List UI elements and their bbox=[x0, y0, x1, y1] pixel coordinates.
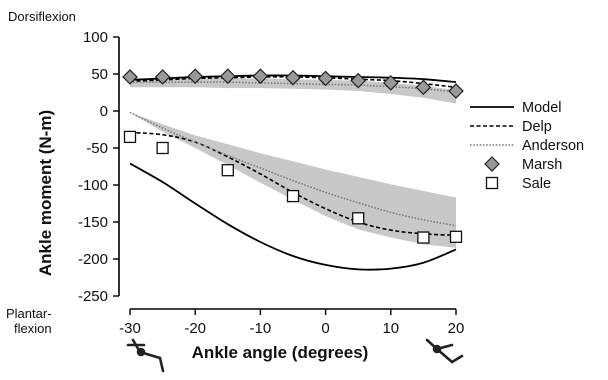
series-line-model bbox=[129, 162, 457, 271]
y-tick-label: 0 bbox=[100, 103, 108, 120]
dorsiflexion-curve-dotted bbox=[129, 81, 457, 93]
foot-dorsiflexed-icon bbox=[425, 338, 464, 364]
marsh-point bbox=[317, 70, 334, 87]
sale-point bbox=[156, 141, 169, 155]
legend-entry-marsh: Marsh bbox=[484, 156, 562, 173]
x-tick-label: -30 bbox=[119, 320, 141, 337]
sale-point bbox=[286, 189, 300, 203]
marsh-point bbox=[382, 75, 399, 91]
legend-label: Sale bbox=[522, 176, 551, 192]
x-tick-label: -10 bbox=[250, 320, 272, 337]
dorsiflexion-annotation: Dorsiflexion bbox=[8, 9, 76, 24]
marsh-point bbox=[252, 68, 269, 85]
sale-point bbox=[417, 231, 430, 244]
marsh-point bbox=[415, 79, 432, 96]
marsh-point bbox=[448, 83, 464, 99]
x-tick-label: 20 bbox=[448, 320, 465, 337]
legend-label: Anderson bbox=[522, 138, 584, 154]
legend-entry-delp: Delp bbox=[470, 119, 552, 135]
x-tick-label: 10 bbox=[382, 320, 399, 337]
y-tick-label: -150 bbox=[78, 214, 108, 231]
y-tick-label: -250 bbox=[78, 288, 108, 305]
foot-plantarflexed-icon bbox=[126, 338, 165, 373]
plantarflexion-annotation-line2: flexion bbox=[14, 321, 52, 336]
y-tick-label: 100 bbox=[83, 29, 108, 46]
x-tick-label: -20 bbox=[184, 320, 206, 337]
y-tick-label: -50 bbox=[86, 140, 108, 157]
sale-point bbox=[221, 164, 234, 177]
marsh-point bbox=[219, 68, 236, 85]
marsh-point bbox=[350, 72, 367, 89]
marsh-point bbox=[122, 69, 138, 85]
marsh-point bbox=[285, 69, 301, 86]
marsh-point bbox=[154, 69, 171, 85]
legend: Model Delp Anderson Marsh Sale bbox=[470, 100, 584, 192]
plantarflexion-annotation-line1: Plantar- bbox=[6, 306, 52, 321]
series-line-anderson bbox=[129, 111, 457, 227]
marsh-point bbox=[187, 68, 204, 85]
sale-point bbox=[123, 130, 137, 144]
y-axis-title: Ankle moment (N-m) bbox=[36, 110, 55, 276]
bands-layer bbox=[130, 78, 456, 248]
x-axis-title: Ankle angle (degrees) bbox=[192, 343, 369, 362]
legend-swatch-sale bbox=[485, 176, 499, 190]
x-tick-label: 0 bbox=[321, 320, 329, 337]
y-tick-label: -200 bbox=[78, 251, 108, 268]
legend-label: Delp bbox=[522, 119, 552, 135]
x-ticks: -30 -20 -10 0 10 20 bbox=[119, 309, 464, 337]
legend-swatch-marsh bbox=[484, 156, 500, 172]
y-tick-label: 50 bbox=[91, 66, 108, 83]
sale-point bbox=[352, 212, 365, 225]
legend-entry-sale: Sale bbox=[485, 176, 551, 192]
shaded-band-1 bbox=[130, 78, 456, 104]
y-ticks: 100 50 0 -50 -100 -150 -200 -250 bbox=[78, 29, 119, 305]
legend-label: Marsh bbox=[522, 157, 562, 173]
legend-entry-anderson: Anderson bbox=[470, 138, 584, 154]
y-tick-label: -100 bbox=[78, 177, 108, 194]
legend-entry-model: Model bbox=[470, 100, 562, 116]
markers-layer bbox=[122, 68, 464, 244]
sale-point bbox=[449, 230, 463, 243]
legend-label: Model bbox=[522, 100, 562, 116]
